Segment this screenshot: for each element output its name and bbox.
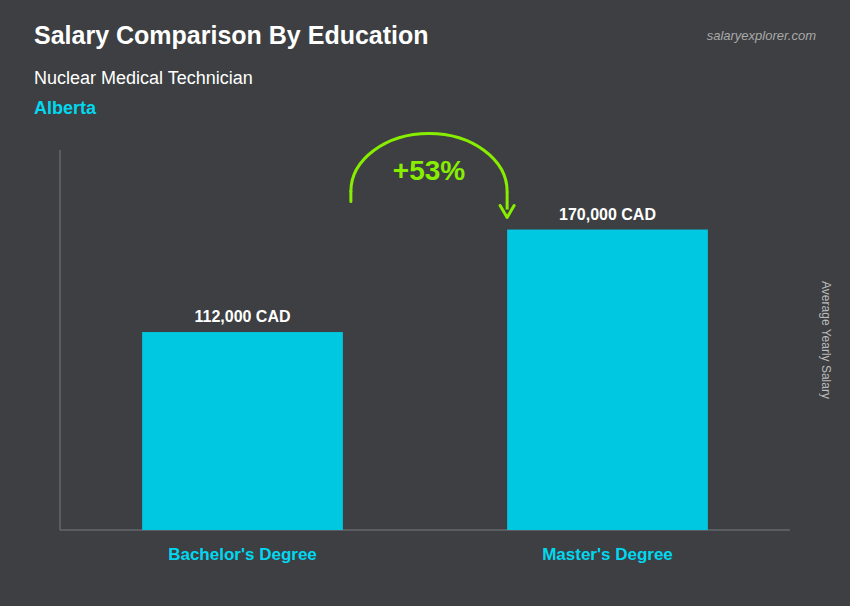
bars: [142, 230, 708, 530]
bar: [142, 332, 343, 530]
change-arc: [351, 134, 507, 192]
y-axis-label: Average Yearly Salary: [819, 281, 833, 399]
title: Salary Comparison By Education: [34, 21, 429, 49]
data-label: 112,000 CAD: [194, 308, 290, 325]
change-arrow-head: [500, 206, 514, 218]
change-arc-start: [349, 192, 352, 202]
change-label: +53%: [393, 155, 465, 186]
subtitle: Nuclear Medical Technician: [34, 68, 253, 88]
bar: [507, 230, 708, 530]
location: Alberta: [34, 98, 97, 118]
x-tick-label: Master's Degree: [542, 545, 673, 564]
background: [0, 0, 850, 606]
change-arrow-shaft: [506, 192, 509, 210]
x-tick-label: Bachelor's Degree: [168, 545, 317, 564]
source: salaryexplorer.com: [707, 28, 817, 43]
data-label: 170,000 CAD: [559, 206, 656, 223]
y-axis-line: [60, 150, 61, 530]
chart: Salary Comparison By Education Nuclear Me…: [0, 0, 850, 606]
